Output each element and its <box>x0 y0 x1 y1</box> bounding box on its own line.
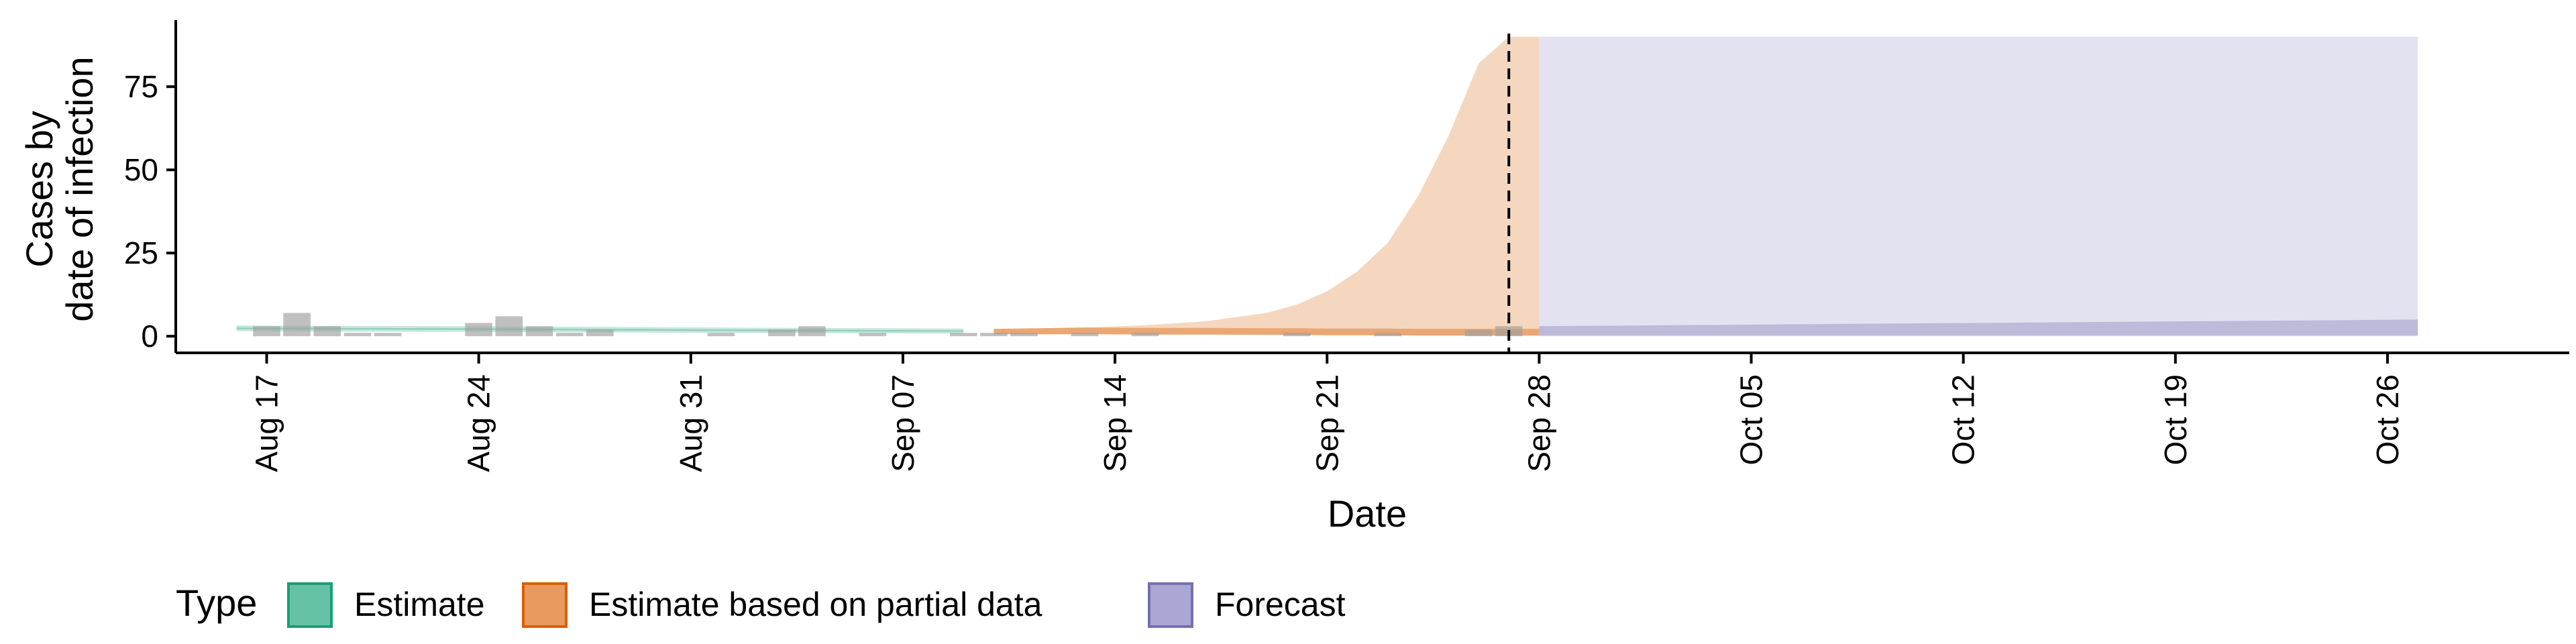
x-axis-title: Date <box>1328 492 1407 535</box>
reported-cases-layer <box>253 313 1523 337</box>
reported-case-bar <box>1374 333 1401 337</box>
reported-case-bar <box>586 329 614 337</box>
reported-case-bar <box>1464 329 1493 337</box>
reported-case-bar <box>707 333 735 337</box>
x-tick-label: Oct 12 <box>1946 374 1981 466</box>
y-tick-label: 75 <box>124 69 158 104</box>
x-tick-label: Oct 05 <box>1734 374 1769 466</box>
reported-case-bar <box>283 313 311 337</box>
reported-case-bar <box>555 333 584 337</box>
legend-label-estimate: Estimate <box>354 586 485 623</box>
y-axis-title-line: Cases by <box>18 111 60 267</box>
reported-case-bar <box>495 316 523 337</box>
reported-case-bar <box>1283 333 1311 337</box>
y-tick-label: 50 <box>124 152 158 187</box>
reported-case-bar <box>465 323 492 337</box>
y-tick-label: 25 <box>124 235 158 270</box>
x-tick-label: Oct 26 <box>2370 374 2405 466</box>
reported-case-bar <box>950 333 977 337</box>
x-tick-label: Aug 31 <box>674 374 708 472</box>
estimate-based-on-partial-data-inner-band <box>994 327 1540 336</box>
y-axis-title-line: date of infection <box>58 56 101 321</box>
legend-label-estimate-based-on-partial-data: Estimate based on partial data <box>589 586 1042 623</box>
legend-title: Type <box>176 582 257 624</box>
x-tick-label: Sep 14 <box>1097 374 1132 472</box>
legend-swatch-estimate <box>287 582 333 628</box>
reported-case-bar <box>798 326 826 337</box>
reported-case-bar <box>374 333 402 337</box>
estimate-based-on-partial-data-band <box>994 36 1540 336</box>
reported-case-bar <box>343 333 372 337</box>
reported-case-bar <box>1131 333 1159 337</box>
forecast-outer-band <box>1539 36 2418 337</box>
reported-case-bar <box>768 329 796 337</box>
reported-case-bar <box>525 326 553 337</box>
reported-case-bar <box>1071 333 1099 337</box>
legend-swatch-estimate-based-on-partial-data <box>522 582 568 628</box>
estimate-bands-layer <box>236 36 1540 336</box>
reported-case-bar <box>1010 333 1038 337</box>
legend-label-forecast: Forecast <box>1215 586 1346 623</box>
forecast-inner-band <box>1539 319 2418 336</box>
x-tick-label: Sep 21 <box>1309 374 1344 472</box>
axes-layer: 0 25 50 75 Aug 17 Aug 24 Aug 31 Sep 07 Sep 14 Sep… <box>18 20 2569 535</box>
reported-case-bar <box>253 326 280 337</box>
x-tick-label: Sep 07 <box>885 374 920 472</box>
legend: Type Estimate Estimate based on partial da… <box>176 582 1346 628</box>
y-axis-title: Cases bydate of infection <box>18 56 101 321</box>
x-tick-label: Aug 24 <box>462 374 496 472</box>
x-tick-label: Oct 19 <box>2158 374 2193 466</box>
x-tick-label: Sep 28 <box>1521 374 1556 472</box>
x-tick-label: Aug 17 <box>249 374 284 472</box>
legend-swatch-forecast <box>1148 582 1193 628</box>
reported-case-bar <box>313 326 341 337</box>
reported-case-bar <box>859 333 887 337</box>
reported-case-bar <box>980 333 1008 337</box>
forecast-layer <box>1539 36 2418 337</box>
y-tick-label: 0 <box>141 319 158 354</box>
